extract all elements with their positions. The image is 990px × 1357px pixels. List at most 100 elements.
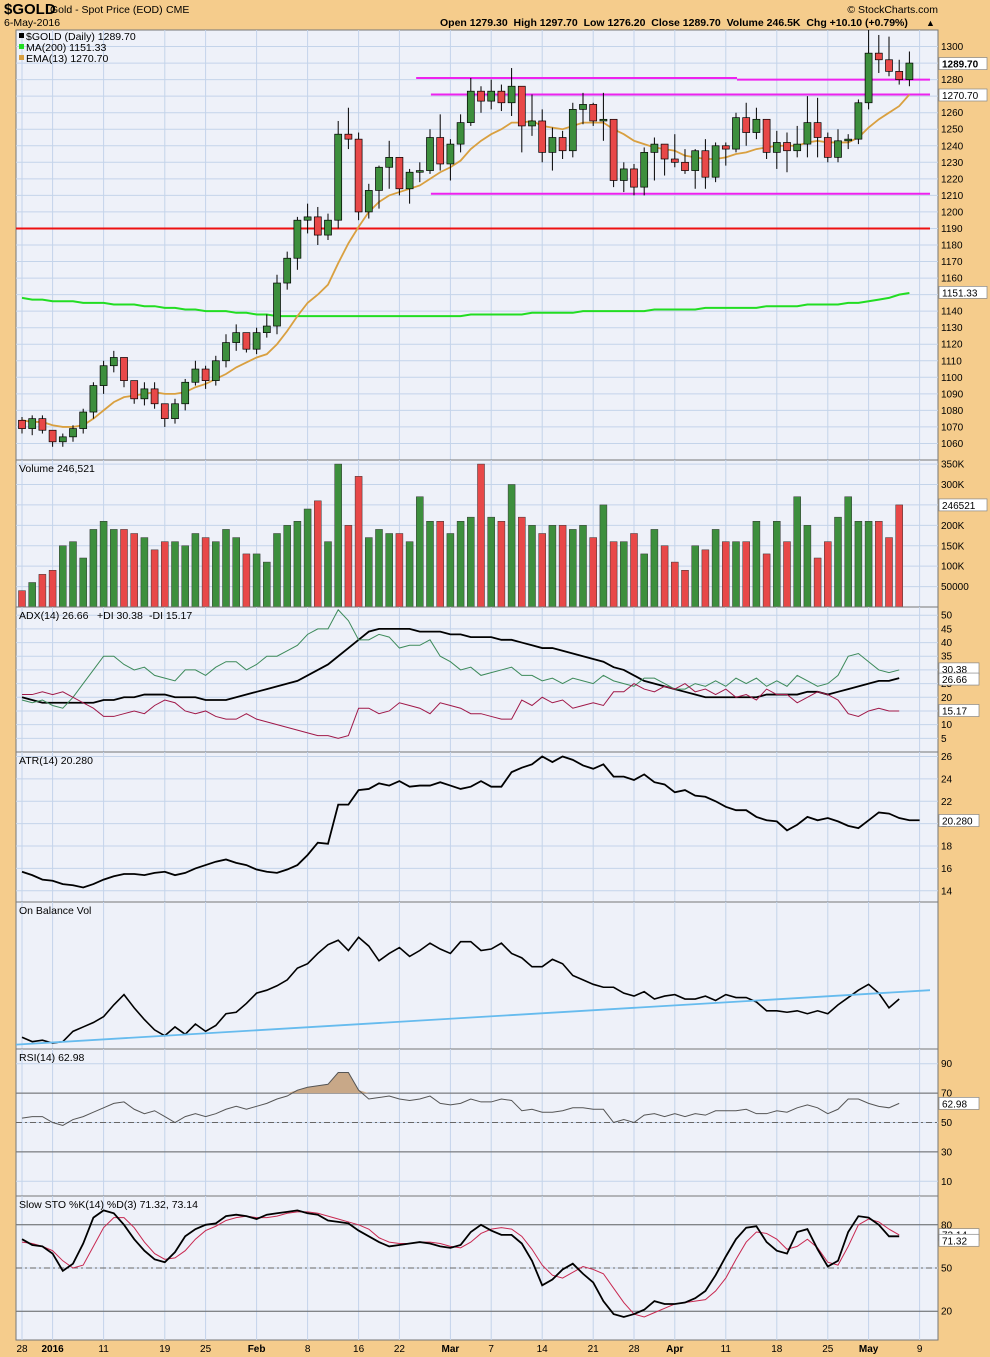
y-tick-label: 18 [941,842,953,853]
candle-body [415,170,424,173]
candle-body [109,357,118,367]
chart-instrument-name: Gold - Spot Price (EOD) [50,4,163,16]
indicator-series-line [21,1209,900,1318]
y-tick-label: 50000 [941,582,969,593]
y-tick-label: 1160 [941,274,963,285]
candle-body [211,360,220,381]
indicator-tag-box [938,1233,980,1247]
volume-bar [732,541,740,608]
candle-body [803,122,812,145]
y-tick-label: 45 [941,624,953,635]
y-tick-label: 1060 [941,439,964,450]
volume-bar [293,521,302,608]
volume-bar [773,521,781,608]
y-tick-label: 35 [941,652,953,663]
volume-bar [18,590,26,608]
y-tick-label: 1120 [941,340,963,351]
y-tick-label: 1220 [941,174,964,185]
volume-tag-box [938,498,988,512]
candle-body [721,145,730,150]
bottom-x-tick-label: 2016 [41,1344,64,1355]
chart-date: 6-May-2016 [4,17,60,29]
volume-bar [895,504,903,608]
bottom-x-tick-label: 22 [394,1344,406,1355]
y-tick-label: 200K [941,521,965,532]
candle-body [181,381,190,405]
y-tick-label: 90 [941,1059,953,1070]
volume-bar [752,521,761,608]
volume-tag-label: 246521 [942,501,976,512]
y-tick-label: 30 [941,1147,953,1158]
chart-credit: © StockCharts.com [847,4,938,16]
indicator-title: ATR(14) 20.280 [19,755,93,767]
bottom-x-tick-label: 18 [771,1344,783,1355]
chart-exchange: CME [166,4,189,16]
y-tick-label: 300K [941,480,965,491]
candle-body [28,418,37,429]
volume-bar [518,516,526,608]
volume-bar [803,525,812,608]
volume-bar [742,541,750,608]
indicator-tag-label: 71.32 [942,1236,967,1247]
volume-bar [181,545,189,608]
candle-body [823,137,832,158]
price-tag-label: 1270.70 [942,91,979,102]
y-tick-label: 100K [941,562,965,573]
candle-body [171,403,179,420]
candle-body [579,104,587,110]
candle-body [436,137,445,165]
bottom-x-tick-label: 25 [200,1344,212,1355]
candle-body [477,90,485,102]
volume-bar [660,545,669,608]
candle-body [885,59,893,72]
y-tick-label: 22 [941,797,953,808]
volume-bar [38,574,47,608]
volume-bar [793,496,801,608]
volume-bar [232,537,240,608]
legend-swatch [19,33,24,38]
volume-bar [171,541,179,608]
candle-body [568,109,577,152]
y-tick-label: 1080 [941,406,964,417]
indicator-tag-label: 20.280 [942,817,973,828]
candle-body [517,85,526,127]
candle-body [446,143,455,165]
y-tick-label: 1240 [941,141,964,152]
indicator-series-line [22,683,900,739]
legend-swatch [19,55,24,60]
candle-body [364,190,373,213]
volume-bar [222,529,230,608]
y-tick-label: 70 [941,1089,953,1100]
panel-2: 5101520253035404550ADX(14) 26.66+DI 30.3… [15,606,980,753]
y-tick-label: 1140 [941,307,963,318]
panel-4: On Balance Vol [15,901,939,1050]
candle-body [854,102,863,140]
candle-body [670,158,679,163]
candle-body [140,388,149,400]
y-tick-label: 5 [941,734,947,745]
y-tick-label: 1250 [941,125,964,136]
bottom-x-tick-label: 11 [98,1344,109,1355]
candle-body [487,90,496,102]
y-tick-label: 1230 [941,158,964,169]
candle-body [466,90,475,123]
candle-body [793,143,802,152]
candle-body [150,388,159,405]
volume-bar [528,525,536,608]
volume-bar [640,553,648,608]
candle-body [191,368,200,383]
volume-bar [365,537,373,608]
y-tick-label: 10 [941,720,953,731]
candle-body [79,411,88,429]
candle-body [609,118,618,181]
candle-body [293,219,302,259]
y-tick-label: 1180 [941,241,963,252]
indicator-title: Slow STO %K(14) %D(3) 71.32, 73.14 [19,1199,198,1211]
volume-bar [59,545,67,608]
bottom-x-tick-label: Feb [248,1344,266,1355]
rsi-overbought-fill [287,1072,369,1094]
indicator-tag-label: 15.17 [942,706,967,717]
candle-body [456,122,465,145]
volume-bar [548,525,557,608]
